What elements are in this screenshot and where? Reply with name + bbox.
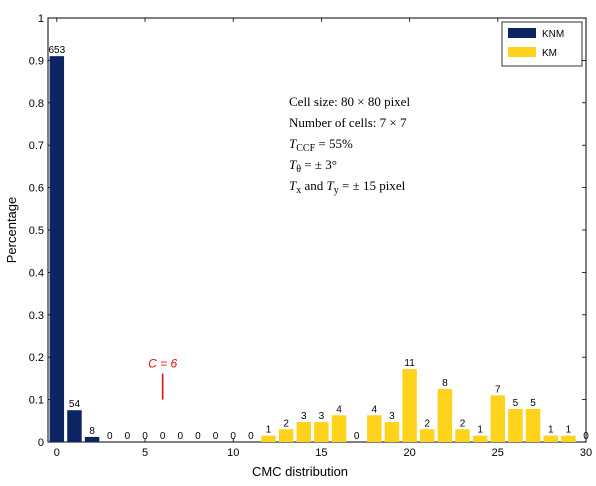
bar-km [508,408,523,442]
x-tick-label: 20 [403,447,415,459]
y-tick-label: 0 [38,437,44,449]
bar-label: 2 [424,418,430,429]
axes: 0 5 10 15 20 25 3000.10.20.30.40.50.60.70.80.9… [29,13,592,459]
bar-km [384,422,400,442]
x-tick-label: 30 [580,447,592,459]
bar-km [331,415,347,442]
bar-label: 0 [178,431,184,442]
bar-label: 1 [477,425,483,436]
bar-label: 1 [566,425,572,436]
bar-km [367,415,382,442]
bar-km [296,422,312,442]
bar-label: 0 [248,431,254,442]
y-tick-label: 0.6 [29,183,44,195]
bars [49,56,576,442]
bar-label: 653 [48,45,65,56]
bar-label: 1 [266,425,272,436]
bar-label: 1 [548,425,554,436]
annotation-num-cells: Number of cells: 7 × 7 [289,115,407,130]
legend-swatch-km [508,47,536,57]
bar-km [543,435,558,442]
y-tick-label: 0.4 [29,267,44,279]
bar-km [420,429,435,442]
y-tick-label: 0.9 [29,55,44,67]
annotation-tccf: TCCF = 55% [289,136,353,154]
x-tick-label: 0 [54,447,60,459]
y-tick-label: 0.5 [29,225,44,237]
threshold-marker: C = 6 [148,357,177,400]
y-tick-label: 0.3 [29,310,44,322]
bar-label: 3 [389,411,395,422]
bar-label: 0 [107,431,113,442]
x-tick-label: 15 [315,447,327,459]
legend-swatch-knm [508,28,536,38]
bar-label: 54 [69,399,81,410]
plot-area [47,17,587,443]
x-tick-label: 5 [142,447,148,459]
legend-label-km: KM [542,48,557,59]
bar-label: 0 [142,431,148,442]
x-tick-label: 25 [492,447,504,459]
bar-knm [67,410,82,442]
bar-km [490,395,506,442]
bar-label: 8 [89,426,95,437]
threshold-marker-label: C = 6 [148,357,177,371]
y-tick-label: 1 [38,13,44,25]
bar-label: 2 [283,418,289,429]
bar-km [314,422,329,442]
bar-label: 0 [160,431,166,442]
annotation-txy: Tx and Ty = ± 15 pixel [289,178,406,196]
bar-km [402,369,417,442]
bar-km [472,435,488,442]
y-tick-label: 0.1 [29,395,44,407]
bar-label: 7 [495,384,501,395]
bar-km [261,435,276,442]
bar-km [525,408,541,442]
legend: KNM KM [501,21,583,67]
bar-label: 0 [213,431,219,442]
bar-label: 0 [583,431,589,442]
bar-label: 3 [301,411,307,422]
bar-label: 0 [354,431,360,442]
bar-label: 4 [336,404,342,415]
bar-label: 0 [195,431,201,442]
bar-km [437,389,453,442]
x-tick-label: 10 [227,447,239,459]
bar-knm [84,436,100,442]
bar-label: 0 [230,431,236,442]
annotation-ttheta: Tθ = ± 3° [289,157,337,175]
bar-label: 11 [404,358,415,369]
legend-label-knm: KNM [542,29,564,40]
bar-label: 4 [372,404,378,415]
x-axis-title: CMC distribution [252,464,348,479]
bar-label: 5 [513,398,519,409]
parameter-annotation: Cell size: 80 × 80 pixel Number of cells… [289,94,410,196]
y-axis-title: Percentage [4,197,19,264]
y-tick-label: 0.7 [29,140,44,152]
annotation-cell-size: Cell size: 80 × 80 pixel [289,94,410,109]
bar-km [561,435,576,442]
bar-km [278,429,294,442]
bar-knm [49,56,65,442]
y-tick-label: 0.8 [29,98,44,110]
bar-label: 3 [319,411,325,422]
bar-label: 0 [125,431,131,442]
bar-label: 2 [460,418,466,429]
bar-km [455,429,470,442]
bar-label: 8 [442,378,448,389]
bar-label: 5 [530,398,536,409]
y-tick-label: 0.2 [29,352,44,364]
